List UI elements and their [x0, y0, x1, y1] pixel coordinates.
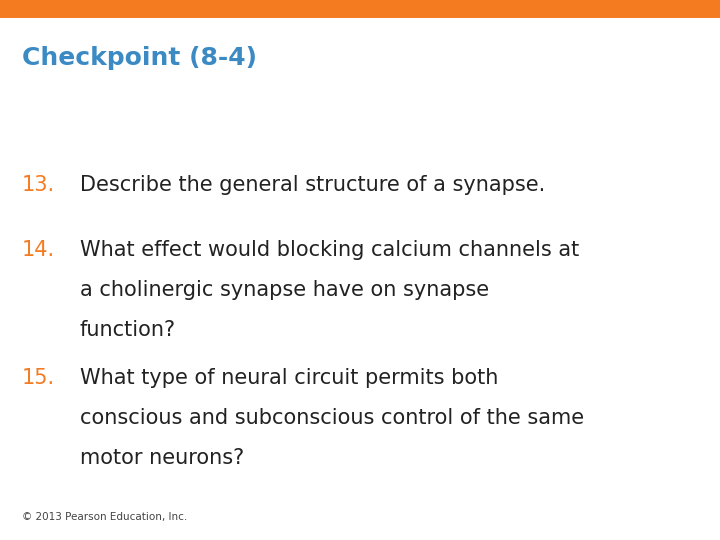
Text: © 2013 Pearson Education, Inc.: © 2013 Pearson Education, Inc. [22, 512, 187, 522]
Text: 15.: 15. [22, 368, 55, 388]
Text: Describe the general structure of a synapse.: Describe the general structure of a syna… [80, 175, 545, 195]
Text: 13.: 13. [22, 175, 55, 195]
Text: 14.: 14. [22, 240, 55, 260]
Bar [0, 0, 720, 18]
Text: conscious and subconscious control of the same: conscious and subconscious control of th… [80, 408, 584, 428]
Text: What type of neural circuit permits both: What type of neural circuit permits both [80, 368, 498, 388]
Text: function?: function? [80, 320, 176, 340]
Text: What effect would blocking calcium channels at: What effect would blocking calcium chann… [80, 240, 580, 260]
Text: Checkpoint (8-4): Checkpoint (8-4) [22, 46, 257, 70]
Text: motor neurons?: motor neurons? [80, 448, 244, 468]
Text: a cholinergic synapse have on synapse: a cholinergic synapse have on synapse [80, 280, 489, 300]
